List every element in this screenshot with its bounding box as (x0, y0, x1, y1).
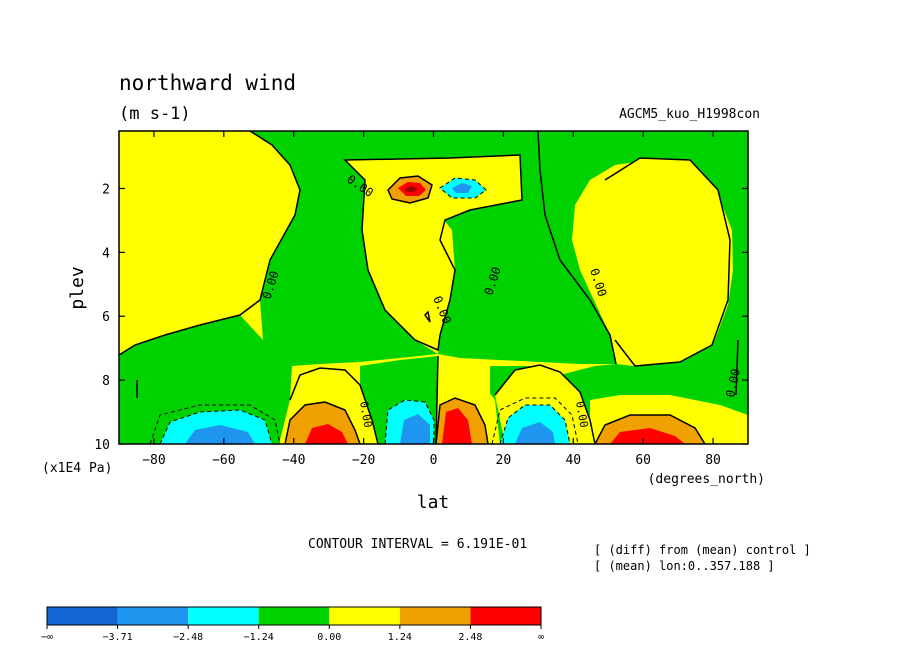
contour-interval: CONTOUR INTERVAL = 6.191E-01 (308, 537, 527, 552)
field-dark-top (404, 186, 418, 192)
y-tick-label: 6 (102, 310, 110, 325)
colorbar-label: −3.71 (103, 632, 133, 643)
contour-lines-negative (149, 177, 579, 445)
dataset-label: AGCM5_kuo_H1998con (619, 107, 760, 122)
y-tick-label: 10 (94, 438, 110, 453)
chart-title: northward wind (119, 71, 296, 95)
field-blue-left (185, 425, 255, 444)
field-blue-center (400, 414, 430, 444)
field-yellow-island-right (578, 158, 730, 366)
colorbar-swatch (188, 607, 259, 625)
colorbar-swatch (258, 607, 330, 625)
contour-fields (119, 131, 748, 444)
y-tick-label: 4 (102, 246, 110, 261)
field-yellow-left-top (119, 131, 300, 355)
colorbar-label: 1.24 (388, 632, 412, 643)
x-tick-label: −20 (352, 453, 375, 468)
field-red-center (442, 408, 472, 444)
colorbar-swatch (329, 607, 400, 625)
y-tick-label: 8 (102, 374, 110, 389)
x-axis-units: (degrees_north) (648, 472, 765, 487)
colorbar-swatch (117, 607, 189, 625)
colorbar-label: ∞ (538, 632, 544, 643)
y-axis-units: (x1E4 Pa) (42, 461, 112, 476)
contour-label: 0.00 (357, 400, 374, 428)
colorbar-label: 0.00 (317, 632, 341, 643)
note-diff: [ (diff) from (mean) control ] (594, 543, 811, 557)
x-axis-label: lat (417, 492, 450, 513)
x-tick-label: 60 (635, 453, 651, 468)
x-axis: −80 −60 −40 −20 0 20 40 60 80 (142, 131, 721, 468)
x-tick-label: −80 (142, 453, 165, 468)
colorbar-label: −1.24 (244, 632, 274, 643)
colorbar: −∞ −3.71 −2.48 −1.24 0.00 1.24 2.48 ∞ (41, 606, 544, 643)
field-red-left (305, 424, 348, 444)
y-axis: 2 4 6 8 10 (94, 182, 748, 453)
note-mean: [ (mean) lon:0..357.188 ] (594, 559, 775, 573)
contour-label: 0.00 (723, 367, 743, 398)
colorbar-swatch (47, 607, 118, 625)
plot-area: 0.00 0.00 0.00 0.00 0.00 0.00 0.00 0.00 … (94, 130, 749, 468)
colorbar-frame (46, 606, 542, 626)
field-yellow-center-tongue (345, 155, 522, 350)
colorbar-label: 2.48 (458, 632, 482, 643)
field-green-right (538, 131, 748, 444)
x-tick-label: −40 (282, 453, 305, 468)
colorbar-swatch (470, 607, 541, 625)
x-tick-label: 40 (565, 453, 581, 468)
contour-label: 0.00 (573, 400, 590, 428)
field-red-right (610, 428, 685, 444)
colorbar-swatch (399, 607, 471, 625)
field-blue-top (452, 183, 472, 193)
y-tick-label: 2 (102, 182, 110, 197)
colorbar-label: −2.48 (173, 632, 203, 643)
x-tick-label: 80 (705, 453, 721, 468)
field-blue-right (515, 422, 555, 444)
colorbar-label: −∞ (41, 632, 53, 643)
contour-lines (118, 130, 739, 445)
x-tick-label: 20 (496, 453, 512, 468)
y-axis-label: plev (67, 266, 88, 309)
x-tick-label: −60 (212, 453, 235, 468)
x-tick-label: 0 (430, 453, 438, 468)
field-green-main (250, 131, 616, 366)
field-green-left (119, 315, 292, 444)
chart-units: (m s-1) (119, 104, 191, 124)
